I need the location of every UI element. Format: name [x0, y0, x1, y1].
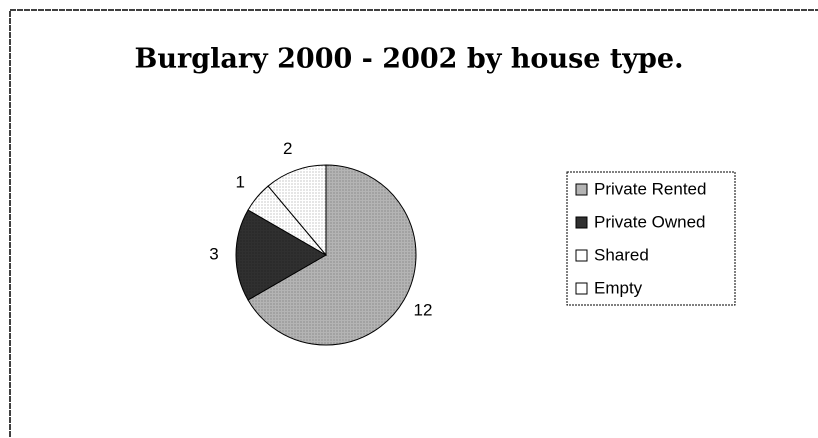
- data-label: 3: [209, 244, 218, 263]
- frame: [9, 9, 818, 437]
- slice-texture: [248, 165, 416, 345]
- data-label: 2: [283, 139, 292, 158]
- legend-label: Shared: [594, 245, 649, 264]
- data-label: 12: [414, 300, 433, 319]
- slice-texture: [235, 210, 326, 300]
- legend-label: Empty: [594, 278, 643, 297]
- slice-texture: [248, 186, 326, 255]
- legend-swatch: [575, 183, 588, 196]
- legend-label: Private Owned: [594, 212, 706, 231]
- legend-swatch: [575, 282, 588, 295]
- legend-swatch: [575, 249, 588, 262]
- chart-title: Burglary 2000 - 2002 by house type.: [135, 44, 684, 75]
- legend-label: Private Rented: [594, 179, 706, 198]
- legend-box: [566, 171, 736, 306]
- legend-swatch: [575, 216, 588, 229]
- slice-texture: [268, 165, 326, 255]
- data-label: 1: [235, 172, 244, 191]
